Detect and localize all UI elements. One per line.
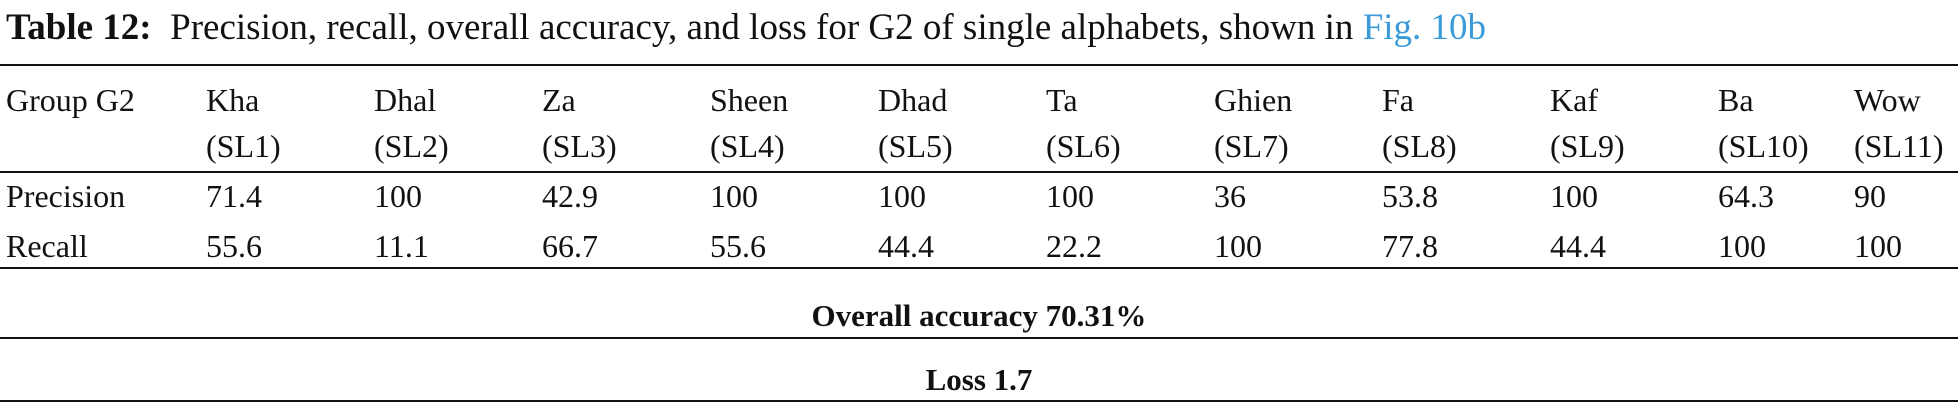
- column-header-code: (SL9): [1550, 128, 1625, 164]
- table-cell: 100: [1046, 178, 1094, 214]
- table-cell: 100: [878, 178, 926, 214]
- loss-value: Loss 1.7: [925, 362, 1033, 397]
- table-cell: 100: [374, 178, 422, 214]
- column-header-name: Kha: [206, 82, 260, 118]
- column-header-name: Dhad: [878, 82, 948, 118]
- column-header-code: (SL1): [206, 128, 281, 164]
- table-number: Table 12:: [6, 7, 152, 48]
- column-header-name: Dhal: [374, 82, 437, 118]
- bottom-rule: [0, 400, 1958, 402]
- caption-text: Precision, recall, overall accuracy, and…: [170, 7, 1354, 48]
- accuracy-rule: [0, 337, 1958, 339]
- table-cell: 55.6: [710, 228, 766, 264]
- row-label: Recall: [6, 228, 88, 264]
- table-cell: 100: [1854, 228, 1902, 264]
- top-rule: [0, 64, 1958, 66]
- table-cell: 42.9: [542, 178, 598, 214]
- column-header-code: (SL5): [878, 128, 953, 164]
- row-label: Precision: [6, 178, 126, 214]
- overall-accuracy: Overall accuracy 70.31%: [811, 298, 1147, 333]
- column-header-name: Kaf: [1550, 82, 1598, 118]
- body-bottom-rule: [0, 267, 1958, 269]
- header-rule: [0, 171, 1958, 173]
- column-header-name: Ta: [1046, 82, 1078, 118]
- column-header-name: Sheen: [710, 82, 789, 118]
- table-cell: 11.1: [374, 228, 429, 264]
- column-header-code: (SL7): [1214, 128, 1289, 164]
- column-header-code: (SL3): [542, 128, 617, 164]
- table-cell: 36: [1214, 178, 1246, 214]
- column-header-code: (SL11): [1854, 128, 1944, 164]
- column-header-name: Za: [542, 82, 576, 118]
- table-caption: Table 12: Precision, recall, overall acc…: [6, 0, 1486, 56]
- table-cell: 44.4: [1550, 228, 1606, 264]
- table-cell: 100: [1550, 178, 1598, 214]
- table-cell: 64.3: [1718, 178, 1774, 214]
- table-cell: 100: [710, 178, 758, 214]
- table-cell: 55.6: [206, 228, 262, 264]
- table-cell: 77.8: [1382, 228, 1438, 264]
- column-header-code: (SL10): [1718, 128, 1809, 164]
- group-label: Group G2: [6, 82, 135, 118]
- column-header-name: Fa: [1382, 82, 1414, 118]
- column-header-name: Ba: [1718, 82, 1754, 118]
- table-cell: 22.2: [1046, 228, 1102, 264]
- column-header-name: Ghien: [1214, 82, 1293, 118]
- column-header-code: (SL2): [374, 128, 449, 164]
- table-cell: 44.4: [878, 228, 934, 264]
- table-cell: 90: [1854, 178, 1886, 214]
- column-header-name: Wow: [1854, 82, 1921, 118]
- table-cell: 100: [1718, 228, 1766, 264]
- column-header-code: (SL6): [1046, 128, 1121, 164]
- column-header-code: (SL8): [1382, 128, 1457, 164]
- table-cell: 71.4: [206, 178, 262, 214]
- table-cell: 53.8: [1382, 178, 1438, 214]
- table-cell: 100: [1214, 228, 1262, 264]
- table-cell: 66.7: [542, 228, 598, 264]
- column-header-code: (SL4): [710, 128, 785, 164]
- figure-link[interactable]: Fig. 10b: [1362, 7, 1487, 48]
